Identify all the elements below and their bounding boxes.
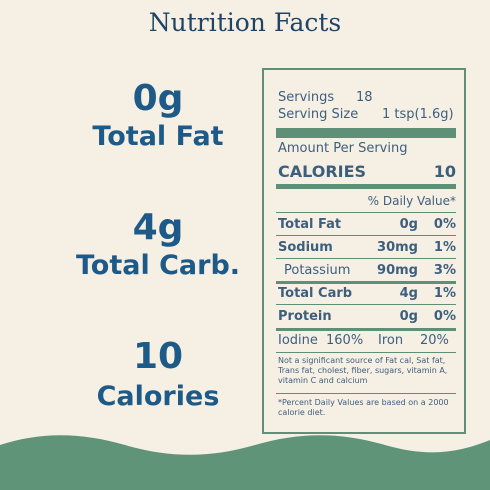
row-amount: 30mg [377,240,418,255]
footnote: *Percent Daily Values are based on a 200… [278,398,449,417]
mineral-name: Iron [378,333,404,348]
mineral-name: Iodine [278,333,318,348]
highlight-value: 4g [132,207,184,248]
highlight-label: Total Carb. [75,250,241,281]
highlight-value: 0g [132,78,184,119]
wave-shape [0,435,490,490]
row-amount: 0g [399,217,418,232]
serving-size-value: 1 tsp(1.6g) [382,107,454,122]
divider [276,352,456,353]
daily-value-header: % Daily Value* [367,194,456,208]
label-panel [262,68,466,434]
divider [276,258,456,259]
row-name: Potassium [284,263,351,278]
divider [276,235,456,236]
servings-value: 18 [356,90,373,105]
servings-label: Servings [278,90,335,105]
row-percent: 1% [433,240,456,255]
mineral-percent: 20% [420,333,449,348]
row-amount: 90mg [377,263,418,278]
mineral-percent: 160% [326,333,364,348]
divider [276,212,456,213]
footnote: Not a significant source of Fat cal, Sat… [278,356,448,385]
row-name: Total Fat [278,217,342,232]
calories-label: CALORIES [278,162,367,181]
row-name: Protein [278,309,332,324]
row-percent: 3% [433,263,456,278]
highlight-value: 10 [132,336,184,377]
row-percent: 1% [433,286,456,301]
divider [276,128,456,138]
highlight-label: Total Fat [92,121,224,152]
serving-size-label: Serving Size [278,107,359,122]
amount-per-serving: Amount Per Serving [278,141,408,156]
divider [276,184,456,189]
row-percent: 0% [433,309,456,324]
row-name: Total Carb [278,286,353,301]
row-name: Sodium [278,240,333,255]
divider [276,393,456,394]
calories-value: 10 [433,162,456,181]
row-amount: 4g [399,286,418,301]
row-percent: 0% [433,217,456,232]
highlight-label: Calories [96,381,220,412]
divider [276,328,456,331]
row-amount: 0g [399,309,418,324]
title: Nutrition Facts [148,8,342,37]
divider [276,304,456,305]
divider [276,281,456,284]
